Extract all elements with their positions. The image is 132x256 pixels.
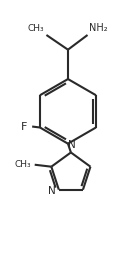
Text: CH₃: CH₃ (14, 160, 31, 169)
Text: N: N (48, 186, 56, 196)
Text: N: N (68, 140, 76, 150)
Text: NH₂: NH₂ (89, 23, 108, 33)
Text: F: F (21, 122, 27, 132)
Text: CH₃: CH₃ (28, 24, 44, 33)
